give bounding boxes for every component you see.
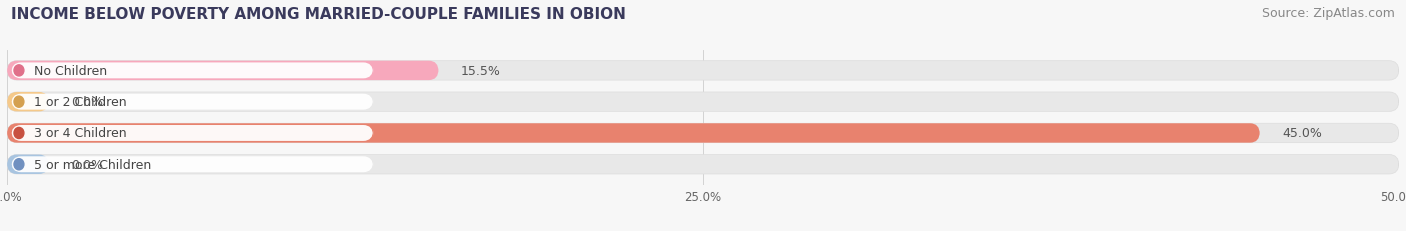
Text: Source: ZipAtlas.com: Source: ZipAtlas.com [1261,7,1395,20]
Circle shape [14,97,24,108]
FancyBboxPatch shape [7,93,1399,112]
FancyBboxPatch shape [7,155,49,174]
FancyBboxPatch shape [11,157,373,173]
FancyBboxPatch shape [7,124,1260,143]
Circle shape [14,128,24,139]
Text: No Children: No Children [34,65,107,78]
Circle shape [14,159,24,170]
Text: 1 or 2 Children: 1 or 2 Children [34,96,127,109]
Text: 15.5%: 15.5% [461,65,501,78]
Text: 45.0%: 45.0% [1282,127,1322,140]
Circle shape [14,66,24,77]
Text: 0.0%: 0.0% [72,96,103,109]
FancyBboxPatch shape [11,63,373,79]
FancyBboxPatch shape [7,155,1399,174]
Text: 5 or more Children: 5 or more Children [34,158,150,171]
Text: INCOME BELOW POVERTY AMONG MARRIED-COUPLE FAMILIES IN OBION: INCOME BELOW POVERTY AMONG MARRIED-COUPL… [11,7,626,22]
FancyBboxPatch shape [7,93,49,112]
Text: 3 or 4 Children: 3 or 4 Children [34,127,127,140]
FancyBboxPatch shape [7,61,439,81]
FancyBboxPatch shape [11,94,373,110]
FancyBboxPatch shape [7,124,1399,143]
FancyBboxPatch shape [11,125,373,141]
FancyBboxPatch shape [7,61,1399,81]
Text: 0.0%: 0.0% [72,158,103,171]
